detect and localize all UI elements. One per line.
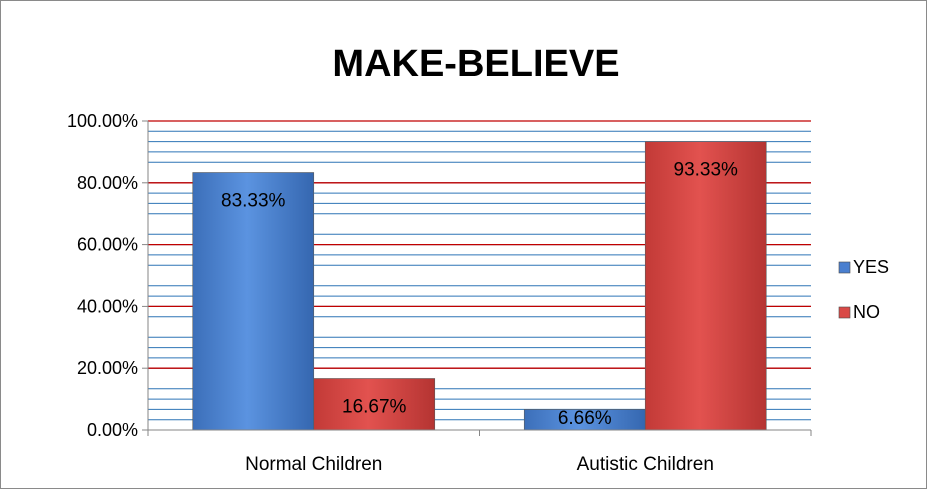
chart-title: MAKE-BELIEVE [332, 43, 619, 85]
bar-no-2 [644, 141, 767, 431]
data-label: 6.66% [558, 408, 612, 429]
bar-yes-1 [192, 172, 315, 431]
x-category-label: Normal Children [245, 454, 382, 475]
data-label: 83.33% [221, 191, 286, 212]
y-tick-label: 80.00% [77, 173, 138, 193]
data-label: 93.33% [674, 160, 739, 181]
data-label: 16.67% [342, 396, 407, 417]
legend-swatch-no [838, 306, 851, 319]
y-tick-label: 0.00% [87, 420, 138, 440]
bar-no-1 [313, 378, 436, 431]
legend-label-yes: YES [853, 257, 889, 277]
axes: 0.00% 20.00% 40.00% 60.00% 80.00% 100.00% Norm… [67, 111, 812, 475]
bars [192, 141, 767, 431]
y-tick-label: 60.00% [77, 235, 138, 255]
data-labels: 83.33% 16.67% 6.66% 93.33% [221, 160, 738, 429]
legend-label-no: NO [853, 302, 880, 322]
y-tick-label: 100.00% [67, 111, 138, 131]
legend-swatch-yes [838, 261, 851, 274]
y-tick-label: 40.00% [77, 296, 138, 316]
legend: YES NO [838, 257, 889, 322]
y-tick-label: 20.00% [77, 358, 138, 378]
x-category-label: Autistic Children [577, 454, 714, 475]
